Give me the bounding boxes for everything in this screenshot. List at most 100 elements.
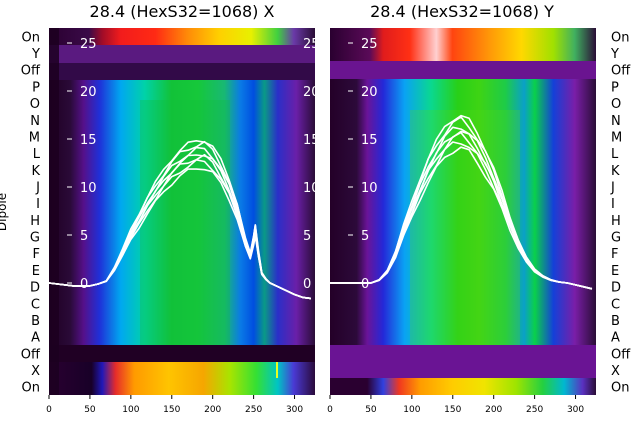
overlay-tick-label-right: 5 xyxy=(303,229,311,244)
row-label: K xyxy=(31,164,40,179)
row-label: E xyxy=(611,264,619,279)
overlay-tick-label-right: 15 xyxy=(303,133,320,148)
x-tick-label: 150 xyxy=(444,405,461,415)
row-label: X xyxy=(31,364,40,379)
right-x-axis: 0 50 100 150 200 250 300 xyxy=(327,395,584,415)
x-tick-label: 250 xyxy=(245,405,262,415)
row-label: B xyxy=(31,314,40,329)
row-label: Off xyxy=(21,347,41,362)
row-label: Off xyxy=(611,347,631,362)
left-panel: 28.4 (HexS32=1068) X OnYOffPONMLKJIHGFED… xyxy=(0,2,320,415)
row-label: A xyxy=(31,331,40,346)
right-heatmap-row-off-top xyxy=(330,61,596,79)
row-label: On xyxy=(611,381,629,396)
left-heatmap-dipole-rows xyxy=(49,80,315,345)
left-x-axis: 0 50 100 150 200 250 300 xyxy=(46,395,303,415)
row-label: A xyxy=(611,331,620,346)
row-label: G xyxy=(611,231,621,246)
overlay-tick-label: 5 xyxy=(80,229,88,244)
right-overlay-lines xyxy=(330,114,593,290)
overlay-tick-label: 0 xyxy=(361,277,369,292)
row-label: P xyxy=(611,80,619,95)
overlay-tick-label: 0 xyxy=(80,277,88,292)
row-label: Off xyxy=(611,64,631,79)
x-tick-label: 100 xyxy=(122,405,139,415)
x-tick-label: 250 xyxy=(526,405,543,415)
row-label: N xyxy=(30,114,40,129)
left-y-axis-label: Dipole xyxy=(0,193,9,231)
row-label: D xyxy=(30,281,40,296)
overlay-line xyxy=(330,114,593,290)
row-label: On xyxy=(611,30,629,45)
overlay-tick-label-right: 0 xyxy=(303,277,311,292)
overlay-tick-label-right: 20 xyxy=(303,85,320,100)
x-tick-label: 300 xyxy=(286,405,303,415)
right-heatmap xyxy=(330,28,596,395)
overlay-tick-label: 15 xyxy=(80,133,97,148)
right-heatmap-dipole-rows xyxy=(330,79,596,345)
row-label: On xyxy=(22,30,40,45)
row-label: B xyxy=(611,314,620,329)
row-label: N xyxy=(611,114,621,129)
left-heatmap xyxy=(49,28,315,395)
x-tick-label: 50 xyxy=(84,405,96,415)
row-label: F xyxy=(611,247,618,262)
left-heatmap-streak xyxy=(276,362,278,378)
left-heatmap-row-y xyxy=(49,45,315,63)
overlay-tick-label-right: 25 xyxy=(303,37,320,52)
overlay-tick-label: 10 xyxy=(361,181,378,196)
row-label: X xyxy=(611,364,620,379)
row-label: O xyxy=(611,97,621,112)
row-label: Off xyxy=(21,64,41,79)
row-label: L xyxy=(611,147,619,162)
left-heatmap-edge xyxy=(49,28,59,395)
right-overlay-ticks: 0 5 10 15 20 25 xyxy=(348,37,378,292)
row-label: J xyxy=(35,180,40,195)
row-label: D xyxy=(611,281,621,296)
row-label: H xyxy=(611,214,621,229)
right-heatmap-row-on-bottom xyxy=(330,378,596,395)
left-heatmap-core xyxy=(140,100,230,345)
overlay-tick-label: 25 xyxy=(361,37,378,52)
x-tick-label: 50 xyxy=(365,405,377,415)
overlay-tick-label: 25 xyxy=(80,37,97,52)
x-tick-label: 0 xyxy=(46,405,52,415)
row-label: On xyxy=(22,381,40,396)
row-label: E xyxy=(32,264,40,279)
right-panel-title: 28.4 (HexS32=1068) Y xyxy=(370,2,554,21)
overlay-tick-label: 15 xyxy=(361,133,378,148)
row-label: Y xyxy=(31,47,40,62)
left-panel-title: 28.4 (HexS32=1068) X xyxy=(90,2,275,21)
row-label: C xyxy=(611,297,620,312)
row-label: O xyxy=(30,97,40,112)
left-heatmap-row-off-top xyxy=(49,63,315,80)
row-label: F xyxy=(33,247,40,262)
overlay-tick-label-right: 10 xyxy=(303,181,320,196)
row-label: I xyxy=(611,197,615,212)
row-label: J xyxy=(610,180,615,195)
overlay-tick-label: 20 xyxy=(361,85,378,100)
x-tick-label: 200 xyxy=(204,405,221,415)
row-label: Y xyxy=(610,47,619,62)
row-label: G xyxy=(30,231,40,246)
x-tick-label: 0 xyxy=(327,405,333,415)
x-tick-label: 150 xyxy=(163,405,180,415)
overlay-tick-label: 5 xyxy=(361,229,369,244)
left-heatmap-row-on-top xyxy=(49,28,315,45)
right-heatmap-row-off-bottom xyxy=(330,345,596,378)
x-tick-label: 300 xyxy=(567,405,584,415)
x-tick-label: 100 xyxy=(403,405,420,415)
row-label: M xyxy=(29,130,40,145)
row-label: P xyxy=(32,80,40,95)
row-label: H xyxy=(30,214,40,229)
left-overlay-lines xyxy=(49,140,311,300)
left-heatmap-rows-x-on xyxy=(49,362,315,395)
row-label: I xyxy=(36,197,40,212)
overlay-tick-label: 20 xyxy=(80,85,97,100)
row-label: C xyxy=(31,297,40,312)
right-heatmap-rows-on-y xyxy=(330,28,596,61)
left-overlay-ticks: 0 5 10 15 20 25 25 20 15 10 5 0 xyxy=(67,37,320,292)
